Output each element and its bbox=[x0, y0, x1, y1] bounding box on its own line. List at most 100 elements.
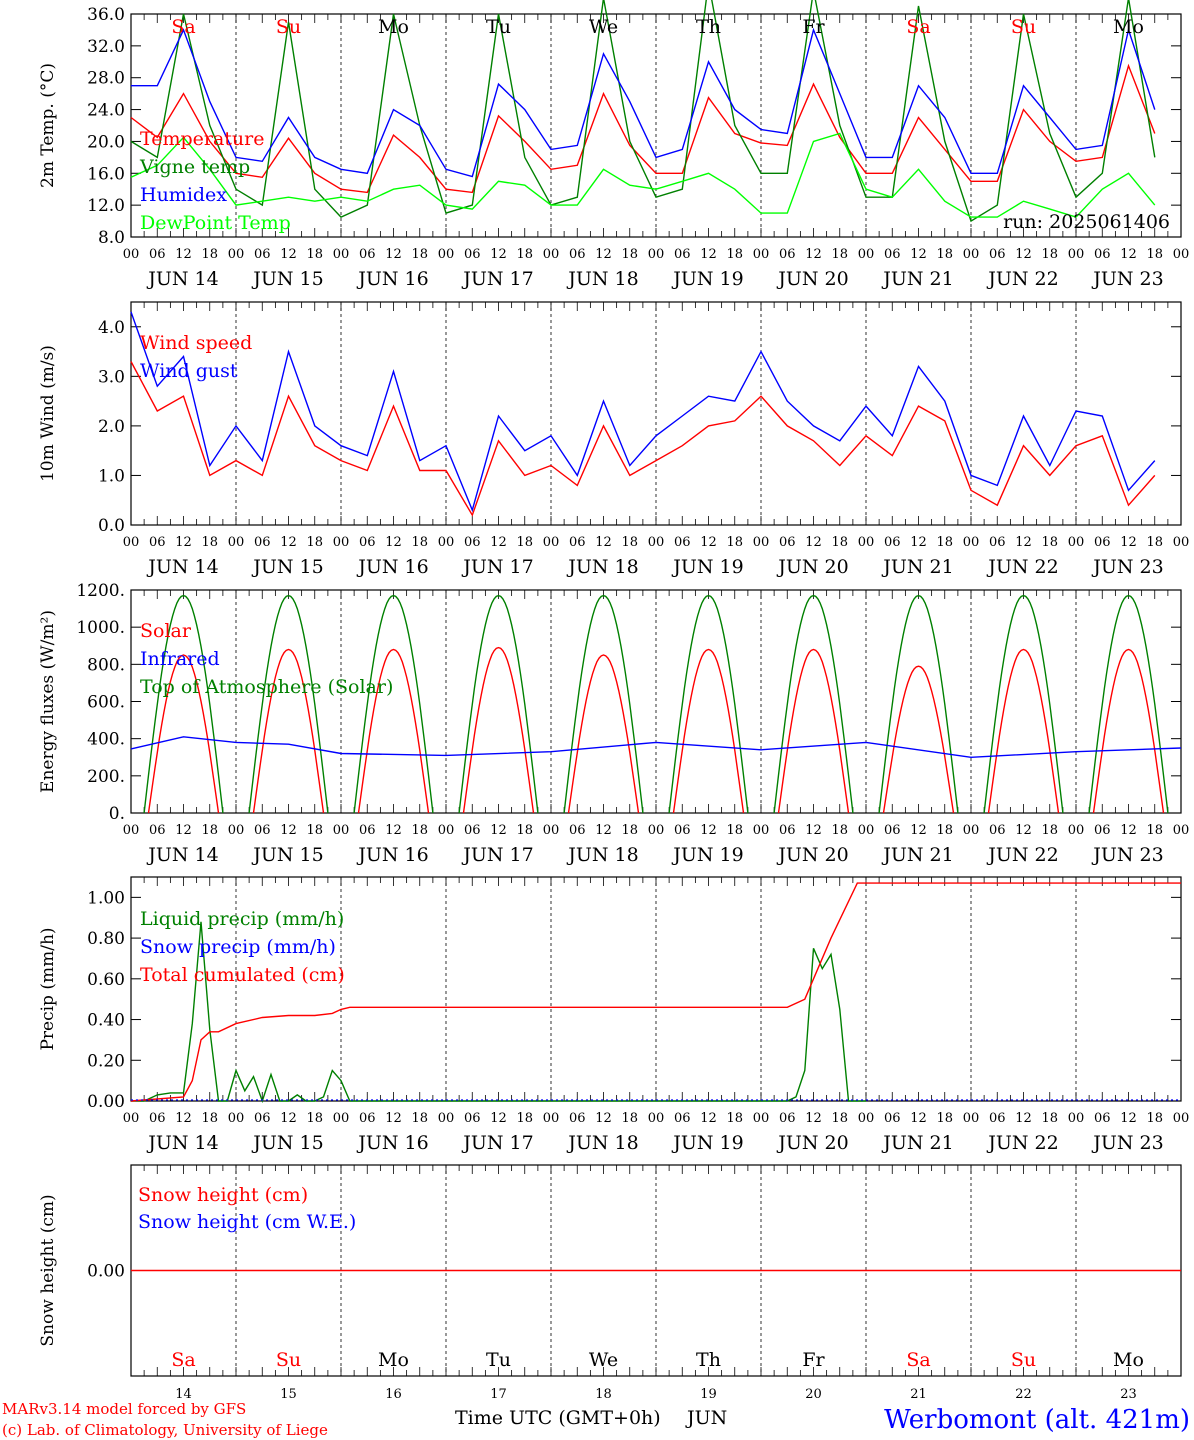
x-hour-label: 06 bbox=[1094, 823, 1111, 838]
x-hour-label: 12 bbox=[700, 823, 717, 838]
x-hour-label: 12 bbox=[1015, 823, 1032, 838]
x-hour-label: 12 bbox=[910, 823, 927, 838]
x-hour-label: 00 bbox=[1068, 823, 1085, 838]
x-hour-label: 06 bbox=[1094, 535, 1111, 550]
x-hour-label: 06 bbox=[569, 247, 586, 262]
x-hour-label: 18 bbox=[621, 823, 638, 838]
day-name-label: Sa bbox=[171, 1349, 195, 1371]
x-date-label: JUN 20 bbox=[776, 844, 848, 866]
x-hour-label: 00 bbox=[858, 535, 875, 550]
x-hour-label: 00 bbox=[753, 535, 770, 550]
day-name-label: Mo bbox=[378, 1349, 409, 1371]
x-hour-label: 12 bbox=[385, 247, 402, 262]
y-tick-label: 16.0 bbox=[87, 164, 125, 184]
x-date-label: JUN 14 bbox=[146, 556, 218, 578]
x-hour-label: 12 bbox=[700, 247, 717, 262]
x-hour-label: 00 bbox=[543, 823, 560, 838]
x-date-label: JUN 23 bbox=[1091, 844, 1163, 866]
x-hour-label: 18 bbox=[831, 247, 848, 262]
x-hour-label: 06 bbox=[779, 535, 796, 550]
x-date-label: JUN 22 bbox=[986, 556, 1058, 578]
x-hour-label: 06 bbox=[989, 247, 1006, 262]
x-hour-label: 06 bbox=[779, 823, 796, 838]
x-hour-label: 12 bbox=[1015, 535, 1032, 550]
x-hour-label: 06 bbox=[569, 823, 586, 838]
x-hour-label: 06 bbox=[779, 1111, 796, 1126]
panel-frame bbox=[130, 301, 1182, 526]
x-hour-label: 00 bbox=[123, 1111, 140, 1126]
x-hour-label: 00 bbox=[963, 1111, 980, 1126]
y-axis-label: Precip (mm/h) bbox=[38, 927, 58, 1050]
y-tick-label: 0.20 bbox=[87, 1051, 125, 1071]
x-date-label: JUN 16 bbox=[356, 1132, 428, 1154]
legend-entry: Humidex bbox=[140, 184, 227, 206]
x-hour-label: 18 bbox=[831, 535, 848, 550]
x-date-label: JUN 16 bbox=[356, 268, 428, 290]
x-hour-label: 00 bbox=[753, 1111, 770, 1126]
x-hour-label: 12 bbox=[1120, 535, 1137, 550]
solar-line bbox=[777, 648, 850, 814]
x-hour-label: 00 bbox=[123, 823, 140, 838]
x-hour-label: 18 bbox=[306, 823, 323, 838]
x-hour-label: 00 bbox=[753, 823, 770, 838]
x-hour-label: 00 bbox=[438, 535, 455, 550]
toa-solar-line bbox=[983, 594, 1064, 814]
panel-frame bbox=[130, 589, 1182, 814]
y-tick-label: 0.00 bbox=[87, 1262, 125, 1282]
x-hour-label: 18 bbox=[1146, 535, 1163, 550]
x-hour-label: 00 bbox=[648, 247, 665, 262]
legend-entry: Wind speed bbox=[140, 332, 252, 354]
credit-line-1: MARv3.14 model forced by GFS bbox=[2, 1400, 246, 1418]
solar-line bbox=[1092, 648, 1165, 814]
series-line-vigne-temp bbox=[130, 0, 1156, 223]
day-number-label: 20 bbox=[805, 1387, 822, 1402]
x-hour-label: 12 bbox=[1015, 247, 1032, 262]
x-date-label: JUN 18 bbox=[566, 1132, 638, 1154]
x-hour-label: 06 bbox=[674, 1111, 691, 1126]
legend-entry: Snow height (cm) bbox=[138, 1184, 308, 1206]
x-hour-label: 00 bbox=[963, 823, 980, 838]
x-hour-label: 18 bbox=[516, 247, 533, 262]
y-tick-label: 8.0 bbox=[98, 228, 125, 248]
x-hour-label: 06 bbox=[1094, 1111, 1111, 1126]
x-date-label: JUN 18 bbox=[566, 268, 638, 290]
x-date-label: JUN 22 bbox=[986, 1132, 1058, 1154]
x-hour-label: 18 bbox=[726, 247, 743, 262]
x-hour-label: 06 bbox=[674, 823, 691, 838]
day-name-label: Sa bbox=[906, 1349, 930, 1371]
day-number-label: 19 bbox=[700, 1387, 717, 1402]
x-hour-label: 06 bbox=[359, 247, 376, 262]
x-hour-label: 06 bbox=[359, 535, 376, 550]
y-tick-label: 0.80 bbox=[87, 929, 125, 949]
y-tick-label: 3.0 bbox=[98, 367, 125, 387]
x-date-label: JUN 15 bbox=[251, 556, 323, 578]
x-hour-label: 06 bbox=[359, 823, 376, 838]
x-hour-label: 00 bbox=[543, 247, 560, 262]
day-name-label: Fr bbox=[802, 1349, 825, 1371]
day-name-label: Mo bbox=[1113, 1349, 1144, 1371]
day-number-label: 16 bbox=[385, 1387, 402, 1402]
x-hour-label: 18 bbox=[1041, 1111, 1058, 1126]
day-name-label: Su bbox=[276, 1349, 301, 1371]
x-hour-label: 18 bbox=[411, 535, 428, 550]
y-tick-label: 1.00 bbox=[87, 888, 125, 908]
x-hour-label: 00 bbox=[333, 1111, 350, 1126]
y-tick-label: 32.0 bbox=[87, 37, 125, 57]
x-hour-label: 06 bbox=[1094, 247, 1111, 262]
x-date-label: JUN 14 bbox=[146, 268, 218, 290]
x-hour-label: 00 bbox=[858, 1111, 875, 1126]
y-axis-label: Snow height (cm) bbox=[38, 1194, 58, 1346]
x-hour-label: 12 bbox=[595, 1111, 612, 1126]
y-tick-label: 800. bbox=[87, 655, 125, 675]
y-tick-label: 1200. bbox=[76, 581, 125, 601]
x-hour-label: 12 bbox=[1120, 823, 1137, 838]
x-hour-label: 06 bbox=[884, 535, 901, 550]
x-hour-label: 00 bbox=[543, 1111, 560, 1126]
x-date-label: JUN 20 bbox=[776, 268, 848, 290]
x-hour-label: 06 bbox=[254, 823, 271, 838]
y-tick-label: 0. bbox=[109, 804, 125, 824]
x-hour-label: 00 bbox=[1068, 535, 1085, 550]
x-hour-label: 06 bbox=[674, 247, 691, 262]
x-hour-label: 06 bbox=[149, 247, 166, 262]
